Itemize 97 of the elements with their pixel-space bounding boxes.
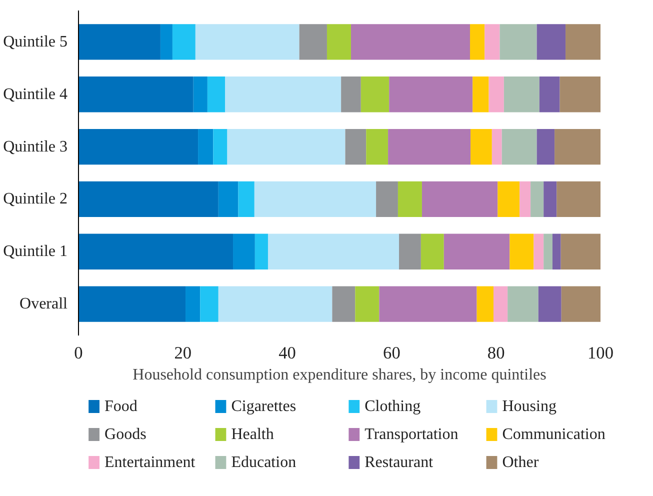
bar [561,286,600,322]
x-tick-label: 0 [74,344,83,362]
bar [388,128,471,165]
y-tick-label: Quintile 4 [3,86,68,103]
bar [444,234,510,270]
x-tick-label: 100 [588,344,614,362]
bar [195,24,300,60]
legend-label: Health [231,426,274,443]
bar [326,24,351,60]
y-tick-label: Quintile 5 [3,33,68,50]
bar [193,76,208,112]
bar [160,24,172,60]
bar [508,286,538,322]
bar [78,24,160,60]
legend-label: Cigarettes [231,398,296,415]
bar [398,181,422,218]
bar [218,286,332,322]
bar [345,128,366,165]
legend-label: Goods [104,426,146,443]
bar [78,128,198,165]
legend-label: Other [502,454,540,471]
bar [534,234,544,270]
bar [233,234,255,270]
bar [254,234,268,270]
bar [254,181,376,218]
bar [470,128,492,165]
bar [560,234,600,270]
bar [186,286,200,322]
bar [488,76,504,112]
bar [552,234,561,270]
bar [560,76,600,112]
legend-label: Education [231,454,296,471]
legend-label: Housing [502,398,556,415]
bar [198,128,214,165]
bar [492,128,502,165]
bar [366,128,388,165]
bar [332,286,356,322]
bar [218,181,238,218]
bar [504,76,540,112]
bar [493,286,508,322]
legend-label: Communication [502,426,606,443]
bar [502,128,537,165]
x-tick-label: 40 [278,344,296,362]
legend-label: Restaurant [364,454,434,471]
bar [350,24,470,60]
bar [207,76,226,112]
x-axis-title: Household consumption expenditure shares, by income quintiles [132,366,546,384]
bar [484,24,500,60]
bar [536,128,555,165]
x-tick-label: 20 [174,344,192,362]
x-tick-label: 80 [487,344,505,362]
y-tick-label: Quintile 1 [3,243,68,260]
y-tick-label: Quintile 2 [3,190,68,208]
bar [389,76,473,112]
bar [498,181,520,218]
bar [78,181,218,218]
bar [544,234,552,270]
legend-label: Transportation [364,426,458,443]
bar [554,128,600,165]
bar [172,24,196,60]
bar [539,76,560,112]
bar [510,234,534,270]
legend-label: Clothing [364,398,421,415]
x-tick-label: 60 [383,344,400,362]
legend-label: Food [104,398,138,415]
bar [78,286,186,322]
bar [470,24,485,60]
y-tick-label: Overall [20,296,68,313]
bar [530,181,544,218]
bar [376,181,398,218]
bar [420,234,444,270]
bar [538,286,562,322]
bar [355,286,380,322]
bar [360,76,390,112]
y-tick-label: Quintile 3 [3,138,68,156]
bar [78,234,234,270]
bar [472,76,489,112]
bar [227,128,346,165]
bar [520,181,531,218]
bar [536,24,566,60]
bar [200,286,218,322]
bar [422,181,498,218]
bar [379,286,477,322]
bar [213,128,228,165]
bar [268,234,400,270]
bar [399,234,421,270]
bar [341,76,361,112]
bar [566,24,600,60]
bar [544,181,557,218]
bar [225,76,342,112]
bar [238,181,254,218]
legend-label: Entertainment [104,454,196,471]
bar [299,24,327,60]
bar [500,24,537,60]
bar [78,76,194,112]
bar [556,181,600,218]
bar [476,286,494,322]
